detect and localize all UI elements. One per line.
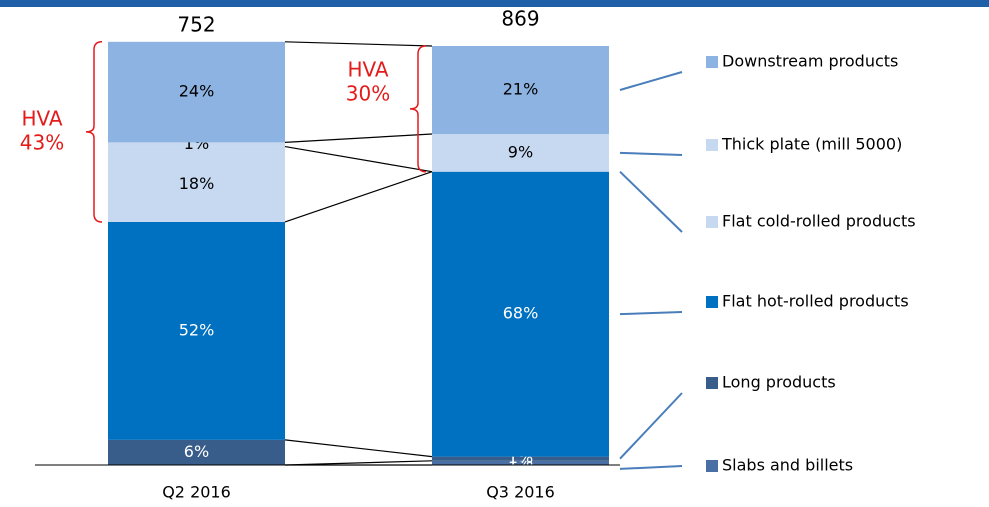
leader-line [619, 170, 683, 233]
value-label: 21% [503, 79, 539, 98]
bar-segment [432, 456, 609, 461]
connector [284, 145, 433, 173]
value-label: 6% [184, 442, 209, 461]
bar-segment [432, 133, 609, 172]
value-label: 52% [179, 320, 215, 339]
bar-segment [432, 460, 609, 465]
legend-label: Flat cold-rolled products [722, 212, 916, 231]
connector [284, 439, 433, 458]
legend-label: Downstream products [722, 52, 898, 71]
legend-label: Slabs and billets [722, 456, 853, 475]
top-band [0, 0, 989, 7]
connector [284, 460, 433, 466]
hva-label: HVA [347, 57, 388, 81]
bar-segment [432, 46, 609, 134]
connector [284, 133, 433, 143]
bar-segment [432, 171, 609, 457]
legend-swatch [706, 216, 718, 228]
legend-swatch [706, 56, 718, 68]
leader-line [619, 465, 683, 470]
value-label: 68% [503, 304, 539, 323]
hva-brace [85, 41, 103, 223]
bar-segment [108, 41, 285, 143]
legend-label: Long products [722, 373, 836, 392]
total-label: 752 [177, 13, 215, 37]
connector [284, 171, 433, 223]
bar-segment [108, 439, 285, 465]
legend-swatch [706, 296, 718, 308]
value-label: 18% [179, 174, 215, 193]
connector [284, 41, 433, 47]
value-label: 9% [508, 142, 533, 161]
leader-line [619, 71, 683, 91]
legend-swatch [706, 377, 718, 389]
legend-label: Thick plate (mill 5000) [721, 135, 902, 154]
total-label: 869 [501, 7, 539, 31]
hva-label: HVA [21, 106, 62, 130]
legend-swatch [706, 460, 718, 472]
leader-line [619, 311, 683, 316]
legend-label: Flat hot-rolled products [722, 292, 909, 311]
bar-segment [108, 142, 285, 147]
bar-segment [108, 146, 285, 222]
bar-segment [108, 221, 285, 440]
hva-value: 43% [20, 130, 64, 154]
x-tick-label: Q3 2016 [486, 483, 555, 502]
legend-swatch [706, 139, 718, 151]
hva-value: 30% [346, 81, 390, 105]
x-tick-label: Q2 2016 [162, 483, 231, 502]
leader-line [619, 151, 683, 156]
hva-brace [409, 45, 427, 173]
value-label: 24% [179, 82, 215, 101]
leader-line [619, 392, 683, 460]
